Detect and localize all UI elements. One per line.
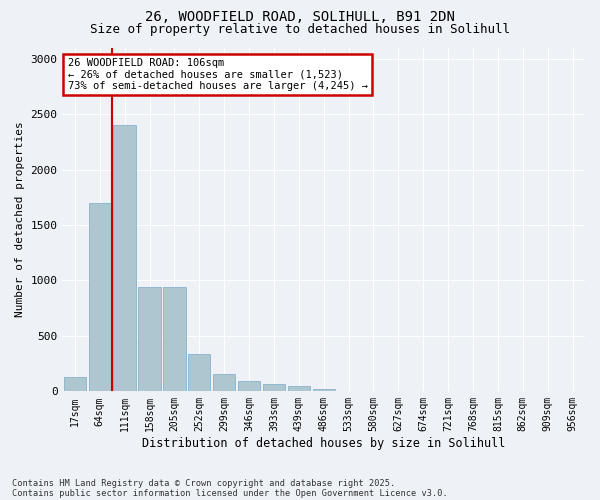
Bar bbox=[337, 391, 360, 392]
Text: 26 WOODFIELD ROAD: 106sqm
← 26% of detached houses are smaller (1,523)
73% of se: 26 WOODFIELD ROAD: 106sqm ← 26% of detac… bbox=[68, 58, 368, 91]
Bar bbox=[263, 384, 285, 392]
Bar bbox=[238, 382, 260, 392]
Bar bbox=[287, 386, 310, 392]
X-axis label: Distribution of detached houses by size in Solihull: Distribution of detached houses by size … bbox=[142, 437, 505, 450]
Text: Contains HM Land Registry data © Crown copyright and database right 2025.: Contains HM Land Registry data © Crown c… bbox=[12, 478, 395, 488]
Text: Size of property relative to detached houses in Solihull: Size of property relative to detached ho… bbox=[90, 22, 510, 36]
Bar bbox=[188, 354, 211, 392]
Bar bbox=[213, 374, 235, 392]
Bar bbox=[313, 389, 335, 392]
Bar bbox=[113, 125, 136, 392]
Bar bbox=[89, 203, 111, 392]
Bar bbox=[139, 287, 161, 392]
Text: 26, WOODFIELD ROAD, SOLIHULL, B91 2DN: 26, WOODFIELD ROAD, SOLIHULL, B91 2DN bbox=[145, 10, 455, 24]
Text: Contains public sector information licensed under the Open Government Licence v3: Contains public sector information licen… bbox=[12, 488, 448, 498]
Bar bbox=[64, 378, 86, 392]
Bar bbox=[163, 287, 185, 392]
Y-axis label: Number of detached properties: Number of detached properties bbox=[15, 122, 25, 318]
